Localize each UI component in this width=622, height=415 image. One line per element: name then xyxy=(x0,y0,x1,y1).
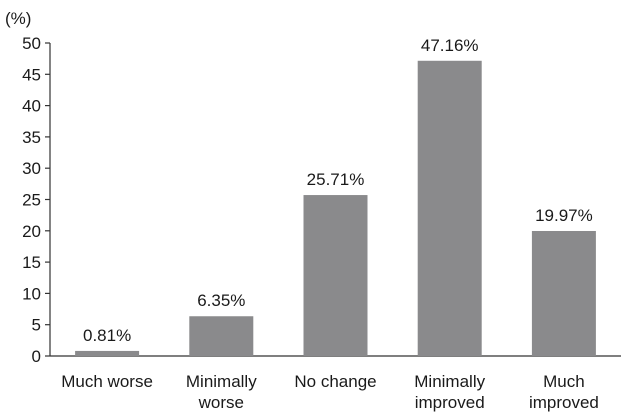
y-axis-ticks: 0 5 10 15 20 25 30 35 40 45 50 xyxy=(22,34,50,366)
bar-value-label: 0.81% xyxy=(83,326,131,345)
y-tick-label: 0 xyxy=(32,347,41,366)
y-tick-label: 15 xyxy=(22,253,41,272)
bar xyxy=(417,60,482,356)
category-label: Much worse xyxy=(61,372,153,391)
category-label: Minimally worse xyxy=(186,372,257,412)
y-tick-label: 40 xyxy=(22,97,41,116)
y-tick-label: 5 xyxy=(32,316,41,335)
bar xyxy=(75,350,140,356)
y-tick-label: 30 xyxy=(22,159,41,178)
bar xyxy=(303,195,368,356)
y-tick-label: 50 xyxy=(22,34,41,53)
bars xyxy=(75,60,596,356)
y-tick-label: 45 xyxy=(22,65,41,84)
bar-value-label: 25.71% xyxy=(307,170,365,189)
bar xyxy=(189,316,254,356)
category-label: Minimally improved xyxy=(414,372,485,412)
y-tick-label: 35 xyxy=(22,128,41,147)
y-tick-label: 10 xyxy=(22,284,41,303)
bar-value-label: 47.16% xyxy=(421,36,479,55)
data-labels: 0.81% 6.35% 25.71% 47.16% 19.97% xyxy=(83,36,593,345)
y-axis-unit-label: (%) xyxy=(5,9,31,28)
bar-value-label: 6.35% xyxy=(197,291,245,310)
y-tick-label: 20 xyxy=(22,222,41,241)
category-label: No change xyxy=(294,372,376,391)
y-tick-label: 25 xyxy=(22,191,41,210)
category-labels: Much worse Minimally worse No change Minimal… xyxy=(61,372,599,412)
bar xyxy=(531,230,596,356)
bar-value-label: 19.97% xyxy=(535,206,593,225)
category-label: Much improved xyxy=(529,372,599,412)
